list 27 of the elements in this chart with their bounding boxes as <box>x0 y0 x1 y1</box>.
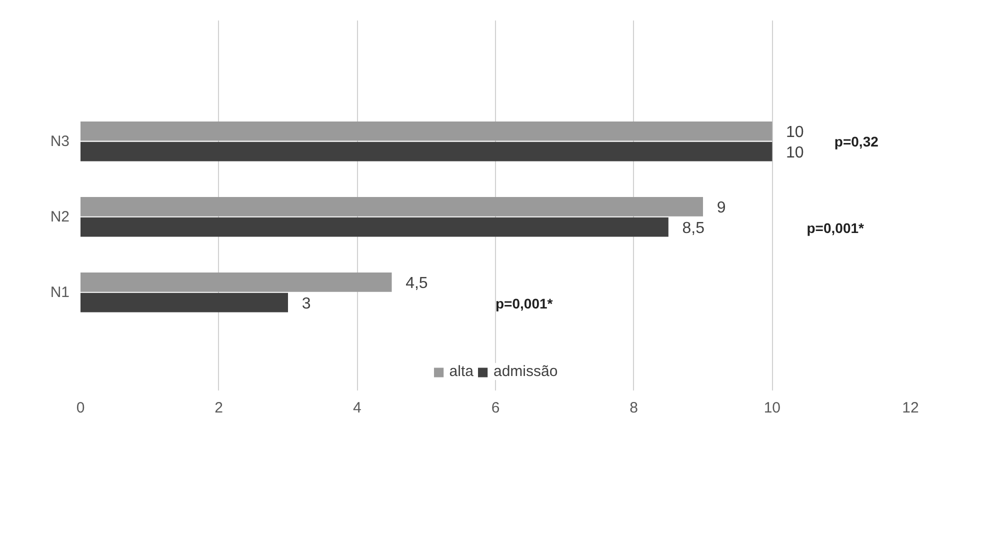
x-tick-label: 0 <box>76 400 85 416</box>
data-label: 3 <box>302 296 311 313</box>
bar <box>80 121 772 141</box>
x-tick-label: 8 <box>630 400 638 416</box>
x-tick-label: 6 <box>491 400 500 416</box>
bar <box>80 272 392 292</box>
bar <box>80 142 772 162</box>
x-tick-label: 4 <box>352 400 362 416</box>
x-tick-label: 10 <box>764 400 781 416</box>
data-label: 9 <box>716 200 726 217</box>
data-label: 10 <box>786 144 804 162</box>
x-tick-label: 2 <box>214 400 224 416</box>
y-tick-label: N2 <box>50 208 70 226</box>
annotation: p=0,32 <box>834 133 879 150</box>
data-label: 10 <box>786 124 804 142</box>
x-tick-label: 12 <box>902 400 919 416</box>
legend-label: alta <box>449 363 474 380</box>
legend-label: admissão <box>493 363 558 380</box>
annotation: p=0,001* <box>496 296 554 312</box>
y-tick-label: N3 <box>50 132 70 150</box>
data-label: 4,5 <box>406 275 428 292</box>
y-tick-label: N1 <box>50 284 70 301</box>
bar <box>80 217 668 237</box>
data-label: 8,5 <box>682 220 705 238</box>
bar <box>80 292 288 312</box>
bar <box>80 196 703 216</box>
annotation: p=0,001* <box>806 220 865 236</box>
